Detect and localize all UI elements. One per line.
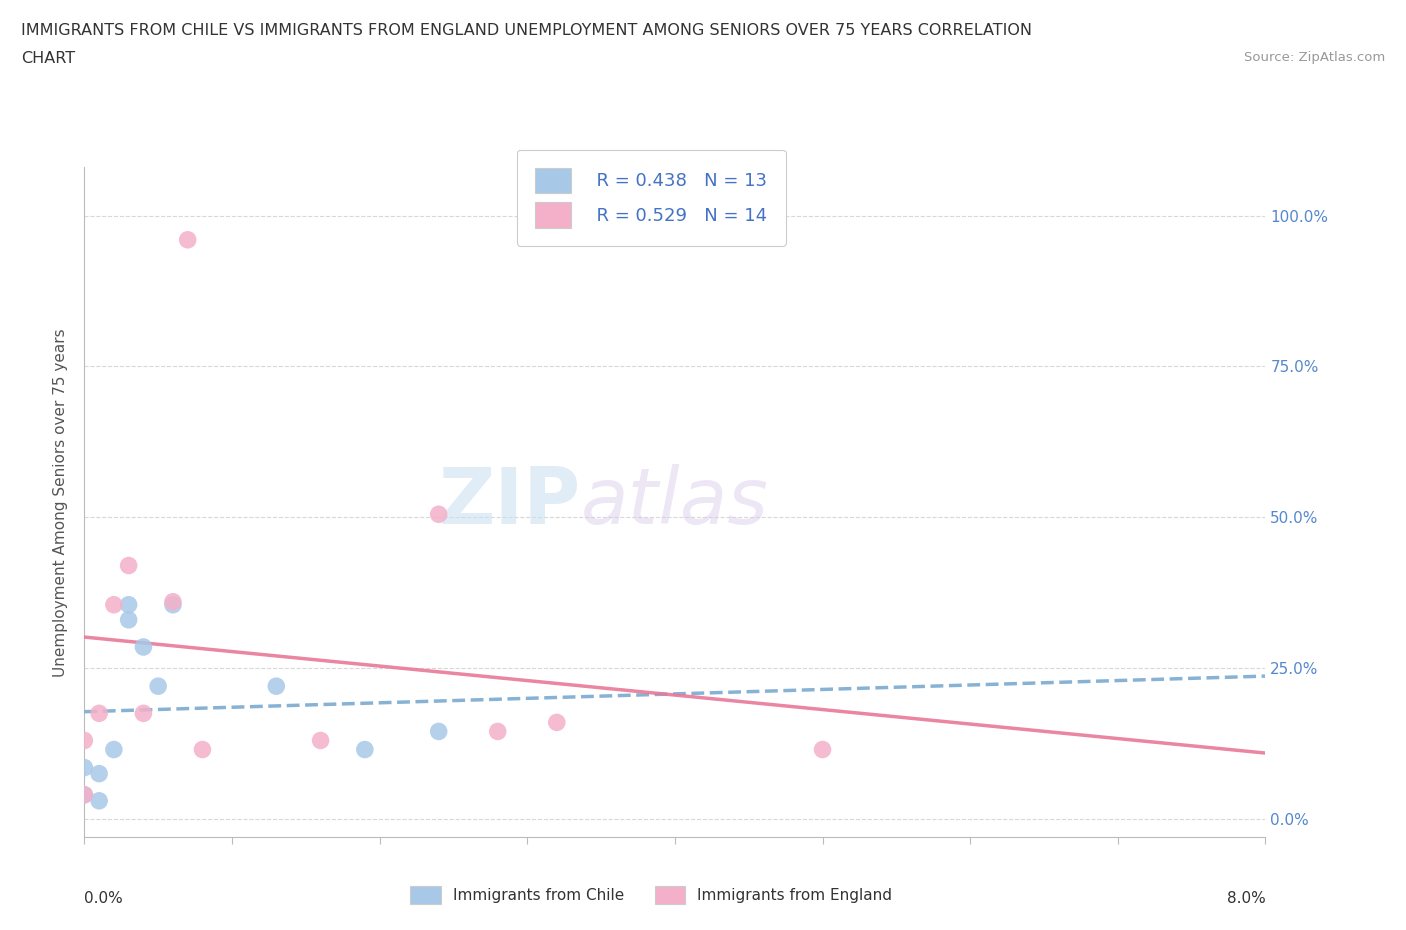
Point (546, 715, 568, 730)
Text: CHART: CHART (21, 51, 75, 66)
Text: atlas: atlas (581, 464, 768, 540)
Point (132, 640, 155, 655)
Point (118, 597, 141, 612)
Point (811, 742, 834, 757)
Point (264, 679, 288, 694)
Point (73, 733, 96, 748)
Point (73, 788, 96, 803)
Point (427, 507, 450, 522)
Point (427, 724, 450, 738)
Text: Source: ZipAtlas.com: Source: ZipAtlas.com (1244, 51, 1385, 64)
Point (89, 766, 111, 781)
Point (354, 742, 377, 757)
Legend: Immigrants from Chile, Immigrants from England: Immigrants from Chile, Immigrants from E… (404, 880, 898, 910)
Point (162, 597, 184, 612)
Point (148, 679, 170, 694)
Point (177, 232, 200, 247)
Point (486, 724, 509, 738)
Text: 0.0%: 0.0% (84, 891, 124, 906)
Point (89, 793, 111, 808)
Text: IMMIGRANTS FROM CHILE VS IMMIGRANTS FROM ENGLAND UNEMPLOYMENT AMONG SENIORS OVER: IMMIGRANTS FROM CHILE VS IMMIGRANTS FROM… (21, 23, 1032, 38)
Point (103, 742, 125, 757)
Point (309, 733, 332, 748)
Point (103, 597, 125, 612)
Point (73, 760, 96, 775)
Y-axis label: Unemployment Among Seniors over 75 years: Unemployment Among Seniors over 75 years (53, 328, 69, 676)
Point (132, 706, 155, 721)
Text: ZIP: ZIP (439, 464, 581, 540)
Point (162, 594, 184, 609)
Point (89, 706, 111, 721)
Point (118, 612, 141, 627)
Point (73, 788, 96, 803)
Point (191, 742, 214, 757)
Point (118, 558, 141, 573)
Text: 8.0%: 8.0% (1226, 891, 1265, 906)
